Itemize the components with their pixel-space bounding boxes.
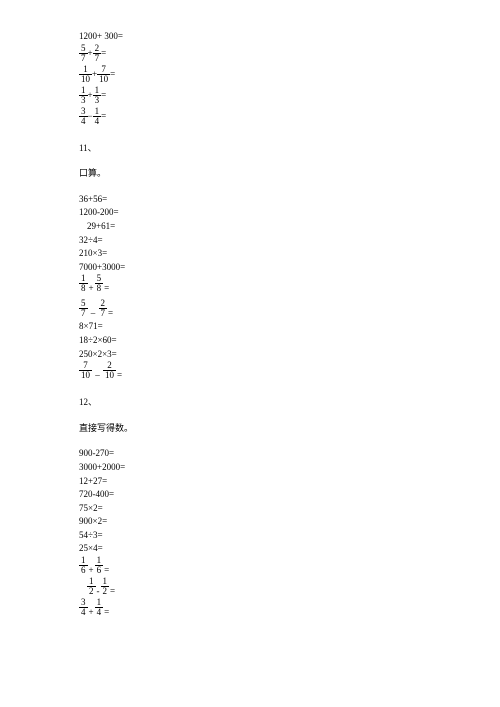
expr-line: 18÷2×60= [79,334,500,347]
expr-line: 1200-200= [79,206,500,219]
expr-line: 29+61= [79,220,500,233]
question-title: 口算。 [79,167,500,180]
expr-line: 54÷3= [79,529,500,542]
expr-line: 1200+ 300= [79,30,500,43]
frac-line: 13+13= [79,86,500,105]
expr-line: 8×71= [79,320,500,333]
expr-line: 36+56= [79,193,500,206]
expr-line: 210×3= [79,247,500,260]
frac-line: 110+710= [79,65,500,84]
frac-line: 12-12= [79,577,500,596]
question-title: 直接写得数。 [79,422,500,435]
frac-line: 57 – 27= [79,299,500,318]
expr-line: 32÷4= [79,234,500,247]
expr-line: 12+27= [79,475,500,488]
expr-line: 75×2= [79,502,500,515]
frac-line: 34+14= [79,598,500,617]
question-number: 12、 [79,396,500,409]
frac-line: 18+58= [79,274,500,293]
frac-line: 16+16= [79,556,500,575]
expr-line: 7000+3000= [79,261,500,274]
frac-line: 57+27= [79,44,500,63]
expr-line: 720-400= [79,488,500,501]
expr-line: 900×2= [79,515,500,528]
expr-line: 250×2×3= [79,348,500,361]
question-number: 11、 [79,142,500,155]
page-content: 1200+ 300= 57+27= 110+710= 13+13= 34−14=… [0,0,500,617]
expr-line: 25×4= [79,542,500,555]
frac-line: 710 – 210= [79,361,500,380]
expr-line: 3000+2000= [79,461,500,474]
expr-line: 900-270= [79,447,500,460]
frac-line: 34−14= [79,107,500,126]
